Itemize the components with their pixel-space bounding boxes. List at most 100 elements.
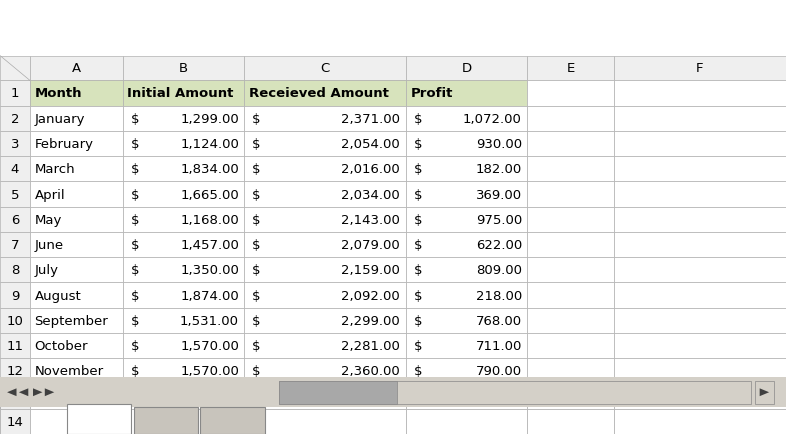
Bar [527, 384, 614, 409]
Bar [30, 308, 123, 333]
Bar [614, 182, 786, 207]
Bar [123, 409, 244, 434]
Text: March: March [35, 163, 75, 176]
Text: April: April [35, 188, 65, 201]
Text: 809.00: 809.00 [476, 264, 522, 276]
Text: $: $ [252, 314, 261, 327]
Bar [527, 81, 614, 106]
Text: 7: 7 [11, 239, 19, 251]
Bar [406, 56, 527, 81]
Bar [614, 132, 786, 157]
Text: $: $ [130, 239, 139, 251]
Bar [123, 106, 244, 132]
Bar [406, 308, 527, 333]
Bar [614, 81, 786, 106]
Text: $: $ [130, 188, 139, 201]
Bar [406, 157, 527, 182]
Bar [406, 81, 527, 106]
Bar [0, 358, 30, 384]
Bar [123, 283, 244, 308]
Bar [123, 232, 244, 258]
Text: 1,120.00: 1,120.00 [180, 390, 239, 403]
Bar [123, 207, 244, 232]
Text: $: $ [413, 339, 422, 352]
Bar [0, 333, 30, 358]
Text: 1,124.00: 1,124.00 [180, 138, 239, 151]
Text: 218.00: 218.00 [476, 289, 522, 302]
Text: 5: 5 [11, 188, 19, 201]
Text: A: A [72, 62, 81, 75]
Bar [527, 333, 614, 358]
Text: 2,034.00: 2,034.00 [341, 188, 400, 201]
Bar [30, 409, 123, 434]
Text: 2,379.00: 2,379.00 [341, 390, 400, 403]
Bar [527, 182, 614, 207]
Text: 9: 9 [11, 289, 19, 302]
Text: $: $ [413, 112, 422, 125]
Bar [527, 283, 614, 308]
Bar [244, 384, 406, 409]
Bar [614, 157, 786, 182]
Text: 10: 10 [6, 314, 24, 327]
Text: 1,834.00: 1,834.00 [180, 163, 239, 176]
Bar [244, 358, 406, 384]
Text: $: $ [130, 365, 139, 378]
Polygon shape [33, 388, 42, 396]
Text: B: B [179, 62, 188, 75]
Bar [527, 207, 614, 232]
Bar [614, 56, 786, 81]
Text: August: August [35, 289, 81, 302]
Text: $: $ [413, 365, 422, 378]
Text: February: February [35, 138, 94, 151]
Text: $: $ [252, 112, 261, 125]
Text: 2,159.00: 2,159.00 [341, 264, 400, 276]
Text: 8: 8 [11, 264, 19, 276]
Bar [527, 308, 614, 333]
Text: 13: 13 [6, 390, 24, 403]
Text: $: $ [252, 163, 261, 176]
Text: 2,371.00: 2,371.00 [341, 112, 400, 125]
Text: 790.00: 790.00 [476, 365, 522, 378]
Bar [527, 409, 614, 434]
Bar [614, 409, 786, 434]
Text: $: $ [413, 289, 422, 302]
Text: C: C [321, 62, 329, 75]
Text: 4: 4 [11, 163, 19, 176]
Bar [527, 358, 614, 384]
Bar [123, 384, 244, 409]
Bar [123, 308, 244, 333]
Text: 711.00: 711.00 [476, 339, 522, 352]
Text: 1,874.00: 1,874.00 [180, 289, 239, 302]
Text: 1: 1 [11, 87, 19, 100]
Bar [527, 106, 614, 132]
Text: 182.00: 182.00 [476, 163, 522, 176]
Bar [244, 333, 406, 358]
Bar [614, 308, 786, 333]
Text: June: June [35, 239, 64, 251]
Text: 622.00: 622.00 [476, 239, 522, 251]
Bar [123, 358, 244, 384]
Bar [0, 409, 30, 434]
Bar [0, 283, 30, 308]
Text: January: January [35, 112, 85, 125]
Text: $: $ [130, 163, 139, 176]
Bar [0, 378, 786, 407]
Bar [406, 207, 527, 232]
Bar [30, 384, 123, 409]
Text: 1,457.00: 1,457.00 [180, 239, 239, 251]
Bar [123, 132, 244, 157]
Bar [0, 258, 30, 283]
Bar [0, 207, 30, 232]
Text: D: D [461, 62, 472, 75]
Text: $: $ [413, 314, 422, 327]
Bar [406, 409, 527, 434]
Bar [30, 258, 123, 283]
Text: 369.00: 369.00 [476, 188, 522, 201]
Bar [406, 182, 527, 207]
Bar [406, 333, 527, 358]
Bar [0, 81, 30, 106]
Text: $: $ [130, 390, 139, 403]
Bar [406, 106, 527, 132]
Bar [244, 308, 406, 333]
Bar [244, 283, 406, 308]
